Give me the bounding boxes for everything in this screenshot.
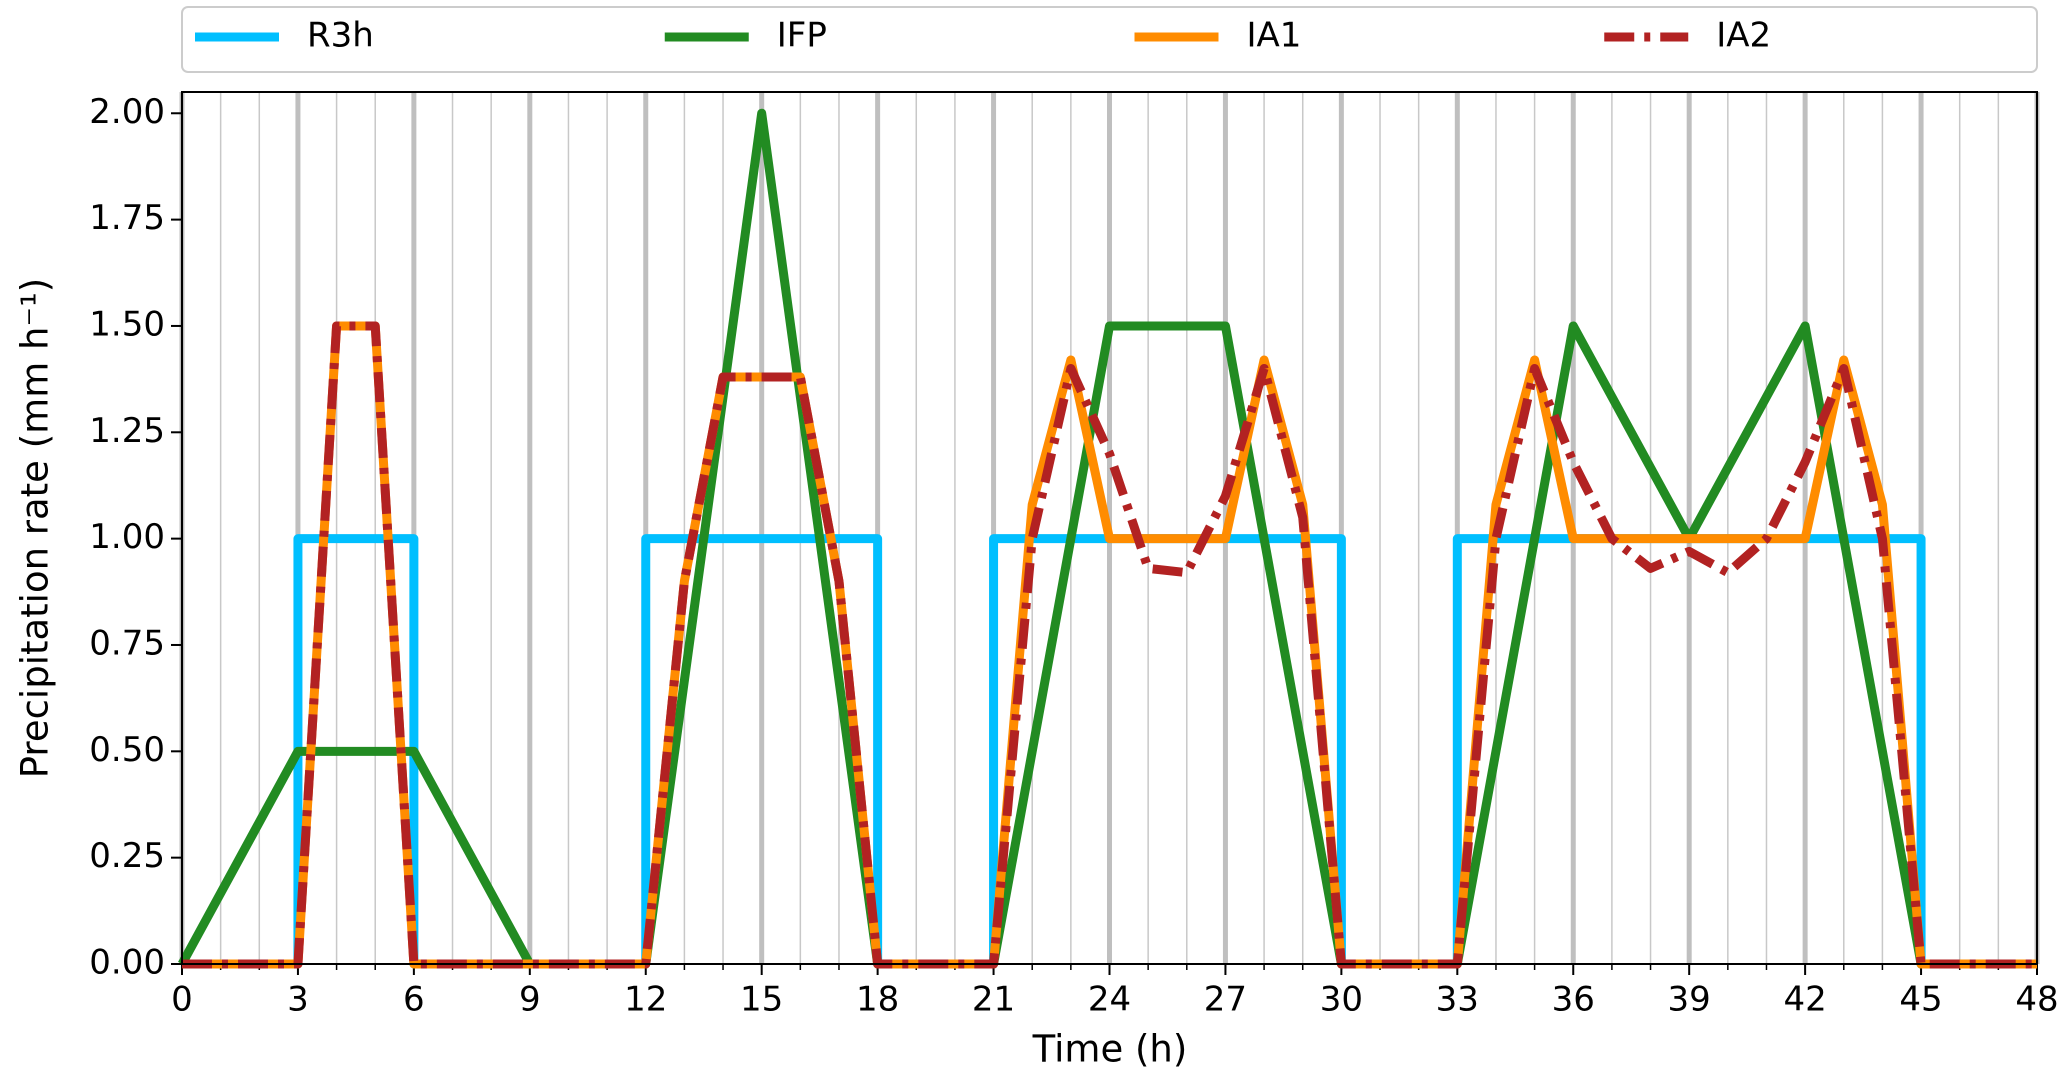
y-axis-label: Precipitation rate (mm h⁻¹): [14, 278, 57, 778]
x-tick-label: 3: [287, 980, 309, 1020]
x-tick-label: 12: [624, 980, 667, 1020]
x-tick-label: 9: [519, 980, 541, 1020]
x-tick-label: 6: [403, 980, 425, 1020]
legend-box: [181, 6, 2038, 73]
series-line: [182, 321, 2037, 969]
x-tick-label: 24: [1088, 980, 1131, 1020]
legend-label: IA2: [1716, 16, 1771, 56]
y-tick-label: 1.50: [89, 304, 165, 344]
y-tick-label: 2.00: [89, 92, 165, 132]
x-tick-label: 0: [171, 980, 193, 1020]
legend-label: IFP: [777, 16, 827, 56]
x-tick-label: 36: [1552, 980, 1595, 1020]
plot-frame: [181, 91, 2038, 965]
legend-label: IA1: [1247, 16, 1302, 56]
series-line: [178, 108, 2037, 969]
x-tick-label: 48: [2015, 980, 2058, 1020]
x-tick-label: 15: [740, 980, 783, 1020]
x-tick-label: 33: [1436, 980, 1479, 1020]
y-tick-label: 0.75: [89, 623, 165, 663]
x-tick-label: 27: [1204, 980, 1247, 1020]
x-tick-label: 42: [1783, 980, 1826, 1020]
x-tick-label: 21: [972, 980, 1015, 1020]
x-tick-label: 18: [856, 980, 899, 1020]
x-axis-label: Time (h): [1032, 1028, 1188, 1071]
x-tick-label: 39: [1668, 980, 1711, 1020]
x-tick-label: 45: [1899, 980, 1942, 1020]
y-tick-label: 1.00: [89, 517, 165, 557]
y-tick-label: 0.25: [89, 836, 165, 876]
x-tick-label: 30: [1320, 980, 1363, 1020]
y-tick-label: 0.50: [89, 730, 165, 770]
y-tick-label: 1.25: [89, 411, 165, 451]
y-tick-label: 0.00: [89, 943, 165, 983]
y-tick-label: 1.75: [89, 198, 165, 238]
legend-label: R3h: [307, 16, 374, 56]
